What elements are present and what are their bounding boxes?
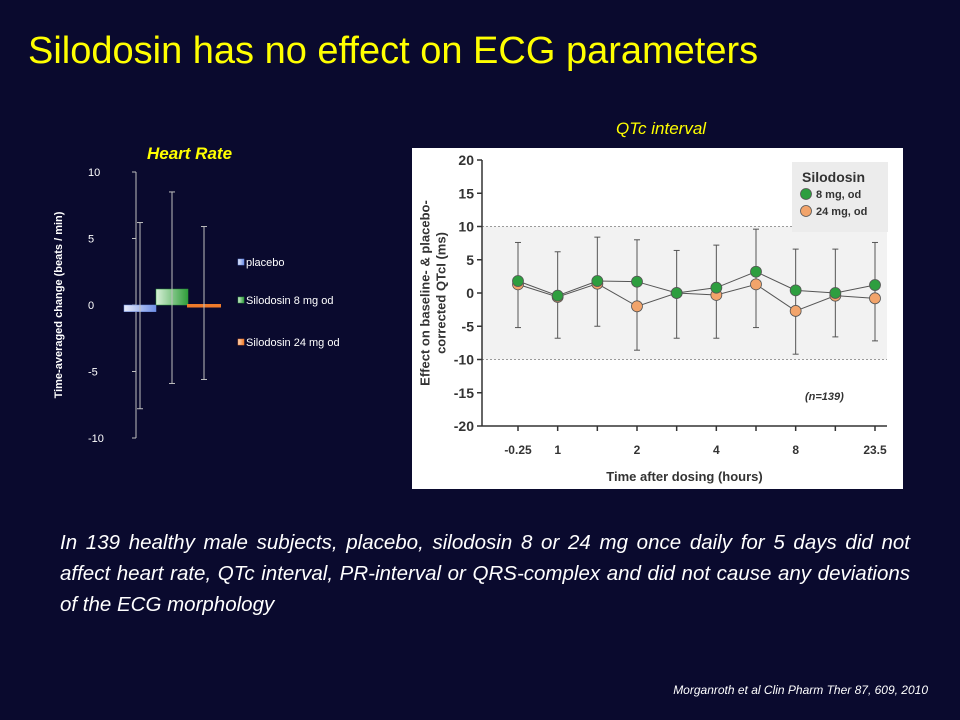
heart-rate-chart-title: Heart Rate: [147, 144, 233, 163]
hr-y-tick-label: 0: [88, 300, 94, 312]
qtc-point: [869, 279, 881, 291]
qtc-point: [789, 305, 802, 317]
qtc-point: [591, 275, 604, 287]
hr-y-tick-label: -5: [88, 367, 98, 379]
qtc-y-tick-label: -10: [454, 352, 474, 368]
qtc-point: [670, 287, 683, 299]
hr-y-tick-label: -10: [88, 433, 104, 445]
qtc-y-tick-label: 20: [458, 152, 474, 168]
qtc-y-tick-label: -5: [462, 318, 475, 334]
qtc-y-axis-label-line: corrected QTcI (ms): [434, 232, 449, 354]
heart-rate-chart: 10 5 0 -5 -10 Time-averaged change (beats / m…: [53, 167, 340, 445]
qtc-legend-label: 8 mg, od: [816, 189, 861, 201]
qtc-y-tick-label: 5: [466, 252, 474, 268]
hr-y-tick-label: 5: [88, 234, 94, 246]
qtc-point: [631, 300, 643, 313]
hr-legend-label: Silodosin 24 mg od: [246, 337, 340, 349]
qtc-series-line: [517, 271, 876, 297]
qtc-point: [789, 284, 802, 297]
qtc-legend-marker: [800, 205, 812, 217]
qtc-y-tick-label: 10: [458, 219, 474, 235]
qtc-y-axis-label-line: Effect on baseline- & placebo-: [417, 200, 432, 386]
qtc-y-tick-label: -20: [454, 418, 474, 434]
qtc-point: [750, 278, 762, 291]
qtc-legend-marker: [800, 188, 812, 200]
qtc-x-tick-label: 4: [713, 443, 720, 457]
hr-legend-swatch: [237, 338, 245, 346]
slide-title: Silodosin has no effect on ECG parameter…: [28, 30, 759, 72]
hr-legend-label: placebo: [246, 257, 285, 269]
hr-y-tick-label: 10: [88, 167, 100, 179]
qtc-point: [710, 281, 723, 294]
qtc-x-tick-label: 1: [554, 443, 561, 457]
qtc-point: [512, 275, 524, 287]
qtc-point: [869, 292, 881, 305]
qtc-series-line: [517, 283, 876, 312]
qtc-chart-panel: 20 15 10 5 0 -5 -10 -15 -20 -0.25 1 2 4 8 23.5 Time aft…: [412, 148, 903, 489]
qtc-annotation: (n=139): [805, 391, 844, 403]
qtc-x-tick-label: 8: [792, 443, 799, 457]
qtc-x-axis-label: Time after dosing (hours): [606, 469, 763, 484]
qtc-y-tick-label: 15: [458, 185, 474, 201]
qtc-x-tick-label: 23.5: [863, 443, 887, 457]
qtc-y-tick-label: 0: [466, 285, 474, 301]
qtc-y-tick-label: -15: [454, 385, 474, 401]
qtc-point: [631, 275, 643, 288]
qtc-chart: 20 15 10 5 0 -5 -10 -15 -20 -0.25 1 2 4 8 23.5 Time aft…: [417, 152, 888, 484]
qtc-legend-title: Silodosin: [802, 169, 865, 185]
qtc-point: [750, 265, 762, 278]
qtc-legend-label: 24 mg, od: [816, 206, 867, 218]
hr-legend-label: Silodosin 8 mg od: [246, 295, 333, 307]
hr-legend-swatch: [237, 258, 245, 266]
qtc-point: [551, 289, 564, 302]
qtc-chart-title: QTc interval: [616, 119, 707, 138]
qtc-y-axis-label: Effect on baseline- & placebo-corrected …: [417, 200, 448, 386]
hr-legend-swatch: [237, 296, 245, 304]
hr-y-axis-label: Time-averaged change (beats / min): [53, 211, 65, 398]
qtc-x-tick-label: 2: [634, 443, 641, 457]
citation: Morganroth et al Clin Pharm Ther 87, 609…: [673, 683, 928, 697]
qtc-x-tick-label: -0.25: [504, 443, 532, 457]
qtc-point: [829, 287, 842, 299]
summary-text: In 139 healthy male subjects, placebo, s…: [60, 531, 910, 616]
